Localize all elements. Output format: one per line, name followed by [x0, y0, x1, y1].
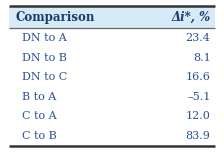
- Text: 12.0: 12.0: [186, 111, 211, 121]
- Text: 8.1: 8.1: [193, 53, 211, 62]
- Text: –5.1: –5.1: [187, 92, 211, 102]
- Text: 83.9: 83.9: [186, 131, 211, 141]
- Text: 23.4: 23.4: [186, 33, 211, 43]
- Text: C to A: C to A: [22, 111, 57, 121]
- Text: B to A: B to A: [22, 92, 57, 102]
- Text: DN to C: DN to C: [22, 72, 68, 82]
- Text: C to B: C to B: [22, 131, 57, 141]
- Text: Comparison: Comparison: [16, 11, 95, 24]
- Text: 16.6: 16.6: [186, 72, 211, 82]
- Text: DN to B: DN to B: [22, 53, 67, 62]
- Text: DN to A: DN to A: [22, 33, 67, 43]
- Bar: [9, 6, 215, 28]
- Text: Δi*, %: Δi*, %: [171, 11, 211, 24]
